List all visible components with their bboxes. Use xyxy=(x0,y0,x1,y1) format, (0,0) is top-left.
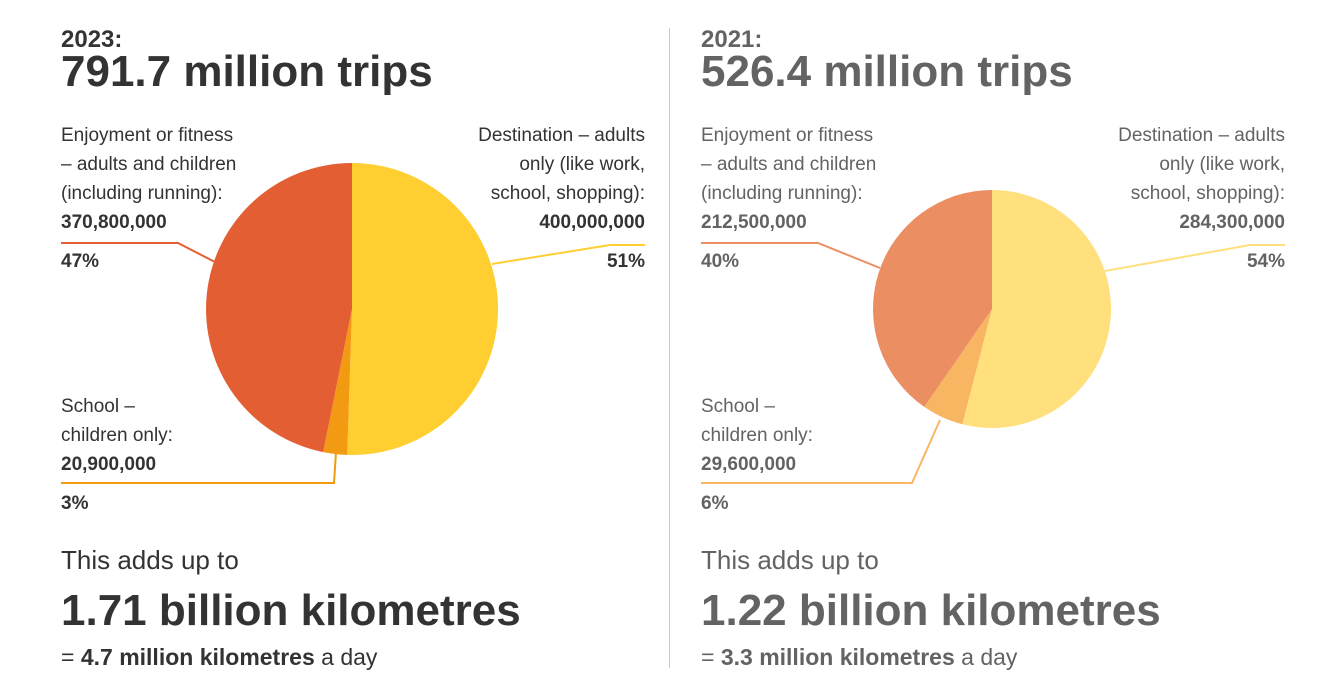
enjoyment-label-line-1: Enjoyment or fitness xyxy=(701,125,874,146)
distance-per-day: = 3.3 million kilometres a day xyxy=(701,642,1017,672)
school-label: School – children only: 20,900,000 3% xyxy=(61,392,173,518)
enjoyment-label-line-2: – adults and children xyxy=(61,154,237,175)
destination-value: 400,000,000 xyxy=(539,212,645,233)
per-day-suffix: a day xyxy=(954,644,1018,670)
school-label: School – children only: 29,600,000 6% xyxy=(701,392,813,518)
leaders-2021 xyxy=(701,242,1285,484)
panel-2023: 2023: 791.7 million trips Enjoyment or f… xyxy=(0,0,668,697)
enjoyment-label-line-2: – adults and children xyxy=(701,154,877,175)
destination-label-line-2: only (like work, xyxy=(1159,154,1285,175)
total-trips: 791.7 million trips xyxy=(61,47,433,96)
leader-line-destination xyxy=(491,244,645,265)
enjoyment-percent: 47% xyxy=(61,251,100,272)
school-percent: 6% xyxy=(701,493,729,514)
enjoyment-value: 370,800,000 xyxy=(61,212,167,233)
enjoyment-label: Enjoyment or fitness – adults and childr… xyxy=(701,121,876,276)
per-day-prefix: = xyxy=(61,644,81,670)
slices-2021 xyxy=(872,190,1111,429)
school-value: 29,600,000 xyxy=(701,454,797,475)
pie-chart-2021 xyxy=(701,190,1285,484)
school-label-line-1: School – xyxy=(61,396,135,417)
enjoyment-label: Enjoyment or fitness – adults and childr… xyxy=(61,121,236,276)
per-day-suffix: a day xyxy=(314,644,378,670)
destination-label-line-1: Destination – adults xyxy=(1118,125,1285,146)
pie-slice-school xyxy=(323,309,352,455)
destination-label-line-3: school, shopping): xyxy=(490,183,645,204)
school-label-line-1: School – xyxy=(701,396,775,417)
distance-per-day: = 4.7 million kilometres a day xyxy=(61,642,377,672)
enjoyment-label-line-1: Enjoyment or fitness xyxy=(61,125,234,146)
pie-slice-enjoyment xyxy=(206,163,352,453)
enjoyment-percent: 40% xyxy=(701,251,740,272)
adds-up-text: This adds up to xyxy=(701,545,879,575)
per-day-prefix: = xyxy=(701,644,721,670)
destination-label-line-3: school, shopping): xyxy=(1130,183,1285,204)
destination-value: 284,300,000 xyxy=(1179,212,1285,233)
pie-slice-school xyxy=(924,309,992,425)
total-distance: 1.71 billion kilometres xyxy=(61,586,521,635)
school-percent: 3% xyxy=(61,493,89,514)
year-heading: 2023: xyxy=(61,26,123,53)
leader-line-school xyxy=(701,419,941,484)
enjoyment-label-line-3: (including running): xyxy=(61,183,223,204)
panel-divider xyxy=(669,28,670,668)
destination-label: Destination – adults only (like work, sc… xyxy=(1118,121,1285,276)
per-day-value: 3.3 million kilometres xyxy=(720,644,955,670)
destination-label: Destination – adults only (like work, sc… xyxy=(478,121,645,276)
per-day-value: 4.7 million kilometres xyxy=(80,644,315,670)
pie-slice-destination xyxy=(962,190,1111,429)
leader-line-destination xyxy=(1104,244,1285,272)
enjoyment-label-line-3: (including running): xyxy=(701,183,863,204)
destination-percent: 51% xyxy=(606,251,645,272)
total-distance: 1.22 billion kilometres xyxy=(701,586,1161,635)
pie-chart-2023 xyxy=(61,163,645,484)
enjoyment-value: 212,500,000 xyxy=(701,212,807,233)
destination-label-line-2: only (like work, xyxy=(519,154,645,175)
slices-2023 xyxy=(206,163,499,455)
leader-line-school xyxy=(61,451,337,484)
leader-line-enjoyment xyxy=(701,242,881,269)
year-heading: 2021: xyxy=(701,26,763,53)
school-label-line-2: children only: xyxy=(701,425,813,446)
pie-slice-enjoyment xyxy=(872,190,992,407)
adds-up-text: This adds up to xyxy=(61,545,239,575)
destination-label-line-1: Destination – adults xyxy=(478,125,645,146)
leaders-2023 xyxy=(61,242,645,484)
destination-percent: 54% xyxy=(1246,251,1285,272)
total-trips: 526.4 million trips xyxy=(701,47,1073,96)
pie-slice-destination xyxy=(347,163,499,455)
school-value: 20,900,000 xyxy=(61,454,157,475)
leader-line-enjoyment xyxy=(61,242,216,263)
school-label-line-2: children only: xyxy=(61,425,173,446)
panel-2021: 2021: 526.4 million trips Enjoyment or f… xyxy=(640,0,1343,697)
